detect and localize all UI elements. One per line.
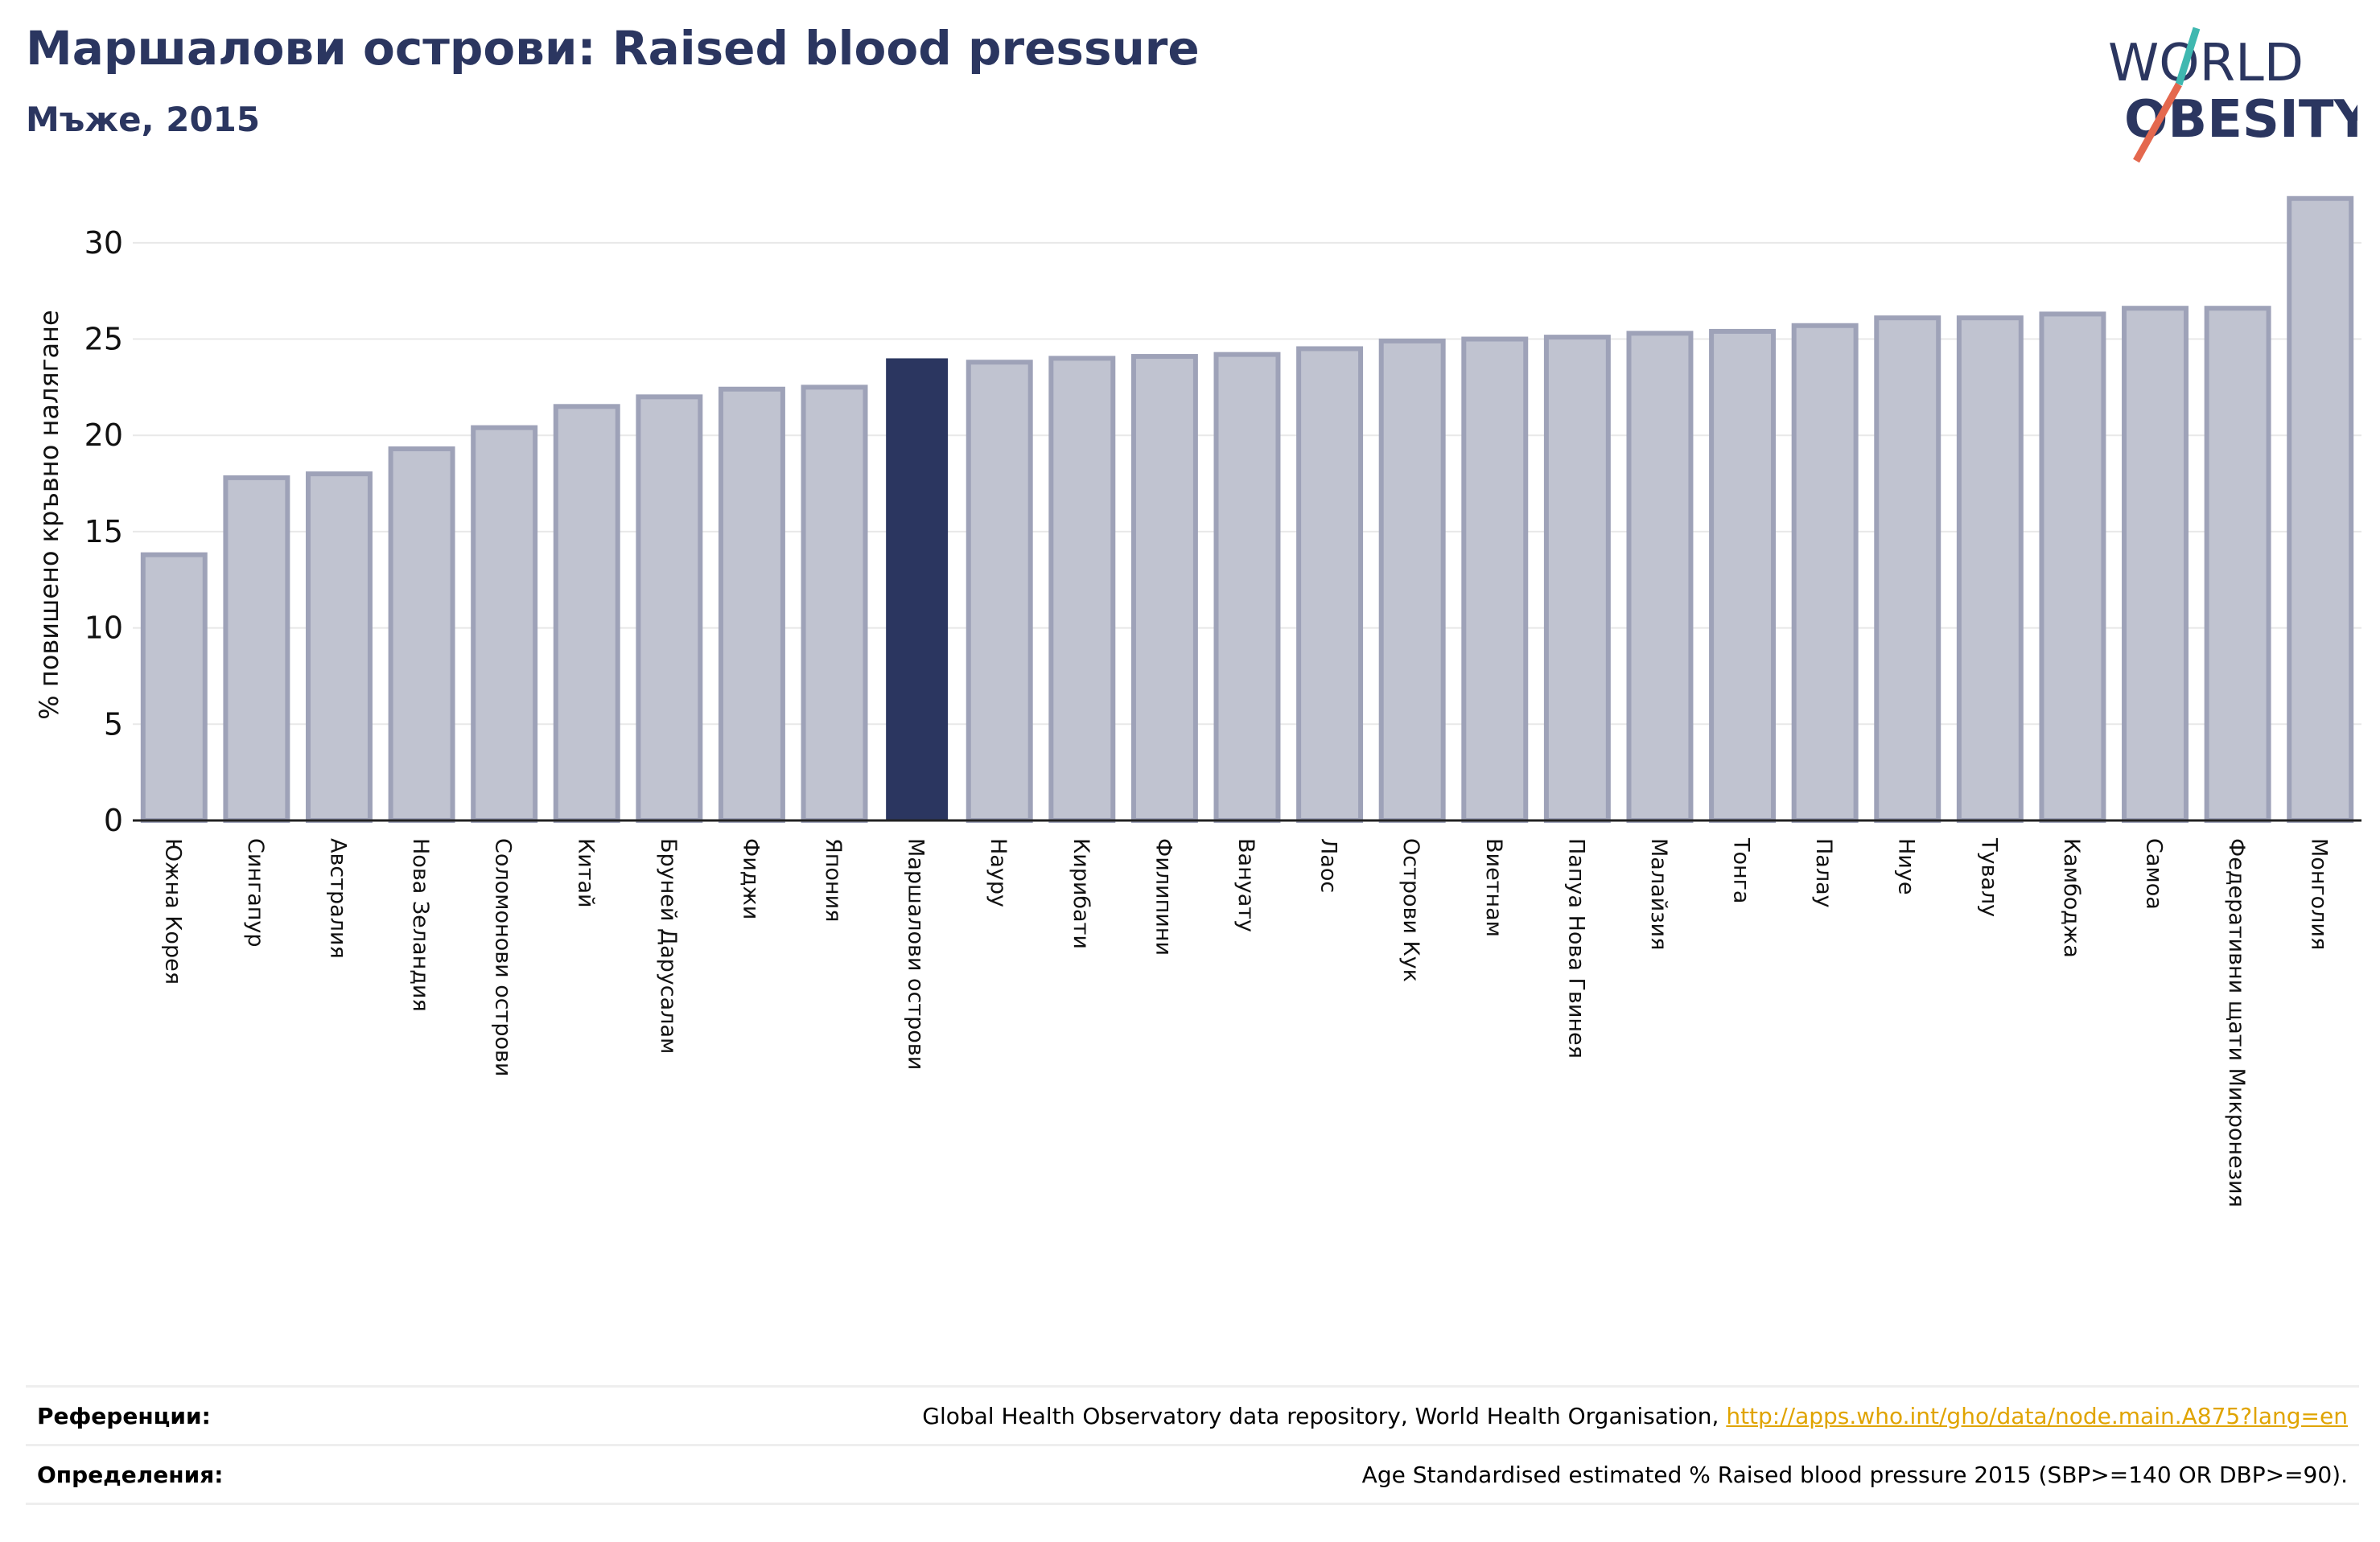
y-tick-label: 25: [84, 322, 123, 357]
x-tick-label: Виетнам: [1481, 838, 1506, 937]
bar: [1791, 323, 1859, 823]
bar: [636, 394, 703, 824]
x-tick-label: Австралия: [325, 838, 350, 959]
y-axis-label: % повишено кръвно налягане: [34, 310, 64, 719]
x-tick-label: Науру: [986, 838, 1011, 907]
references-row: Референции: Global Health Observatory da…: [26, 1385, 2359, 1444]
x-tick-label: Бруней Дарусалам: [656, 838, 681, 1054]
x-tick-label: Монголия: [2307, 838, 2332, 950]
x-tick-label: Лаос: [1316, 838, 1341, 893]
bar: [223, 475, 290, 823]
references-link[interactable]: http://apps.who.int/gho/data/node.main.A…: [1726, 1402, 2348, 1429]
y-tick-label: 30: [84, 225, 123, 261]
definitions-row: Определения: Age Standardised estimated …: [26, 1444, 2359, 1505]
x-tick-label: Маршалови острови: [904, 838, 929, 1070]
y-tick-label: 5: [104, 706, 123, 742]
x-tick-label: Южна Корея: [160, 838, 185, 985]
world-obesity-logo: WORLD OBESITY: [2108, 27, 2357, 163]
definitions-label: Определения:: [37, 1461, 224, 1488]
x-tick-label: Нова Зеландия: [408, 838, 433, 1012]
y-tick-label: 20: [84, 417, 123, 453]
bar: [1130, 354, 1198, 823]
bar: [2039, 311, 2106, 824]
x-tick-label: Фиджи: [738, 838, 763, 919]
x-tick-label: Кирибати: [1069, 838, 1093, 949]
bar: [966, 360, 1033, 823]
references-text-wrap: Global Health Observatory data repositor…: [922, 1403, 2348, 1429]
x-tick-label: Тувалу: [1976, 837, 2001, 917]
bar: [306, 471, 373, 823]
bar: [718, 386, 785, 823]
x-tick-label: Соломонови острови: [491, 838, 516, 1076]
x-tick-label: Тонга: [1729, 837, 1754, 903]
bar: [886, 358, 949, 820]
bar: [1874, 315, 1941, 823]
bar: [1461, 336, 1529, 823]
x-tick-label: Китай: [573, 838, 598, 908]
references-text: Global Health Observatory data repositor…: [922, 1402, 1719, 1429]
bar: [2287, 195, 2354, 823]
page-title: Маршалови острови: Raised blood pressure: [26, 21, 1200, 76]
bar: [388, 446, 455, 824]
x-tick-label: Самоа: [2142, 838, 2167, 910]
x-tick-label: Палау: [1811, 838, 1836, 908]
x-tick-label: Папуа Нова Гвинея: [1563, 838, 1588, 1059]
page-subtitle: Мъже, 2015: [26, 100, 261, 139]
x-tick-label: Вануату: [1233, 838, 1258, 932]
x-tick-label: Камбоджа: [2059, 838, 2084, 958]
bar: [1956, 315, 2024, 823]
bar: [1048, 356, 1116, 824]
bar-chart: 0 5 10 15 20 25 30 % повишено кръвно налягане Юж…: [34, 195, 2361, 1207]
bar: [1296, 346, 1364, 823]
x-tick-label: Ниуе: [1894, 838, 1919, 894]
x-tick-label: Острови Кук: [1398, 838, 1423, 982]
bar: [1543, 335, 1611, 823]
bar: [553, 404, 620, 823]
x-tick-label: Малайзия: [1646, 838, 1671, 950]
bar: [2204, 306, 2271, 824]
bar: [1709, 328, 1777, 823]
bar: [1378, 338, 1446, 823]
logo-text-world: WORLD: [2108, 34, 2304, 93]
y-tick-label: 15: [84, 514, 123, 549]
x-tick-label: Сингапур: [243, 838, 268, 948]
bar: [140, 552, 208, 823]
bar: [2122, 306, 2189, 824]
logo-slash-teal: [2175, 27, 2201, 86]
x-tick-label: Япония: [821, 838, 846, 922]
logo-slash-red: [2133, 82, 2182, 163]
reference-table: Референции: Global Health Observatory da…: [26, 1385, 2359, 1505]
bar: [801, 384, 868, 823]
x-tick-label: Федеративни щати Микронезия: [2224, 838, 2249, 1207]
bar: [1213, 352, 1281, 823]
references-label: Референции:: [37, 1402, 211, 1429]
definitions-text: Age Standardised estimated % Raised bloo…: [1361, 1461, 2348, 1488]
y-tick-label: 10: [84, 611, 123, 646]
x-tick-label: Филипини: [1151, 838, 1176, 956]
bar: [471, 425, 538, 823]
bar: [1626, 331, 1694, 824]
y-tick-label: 0: [104, 803, 123, 838]
